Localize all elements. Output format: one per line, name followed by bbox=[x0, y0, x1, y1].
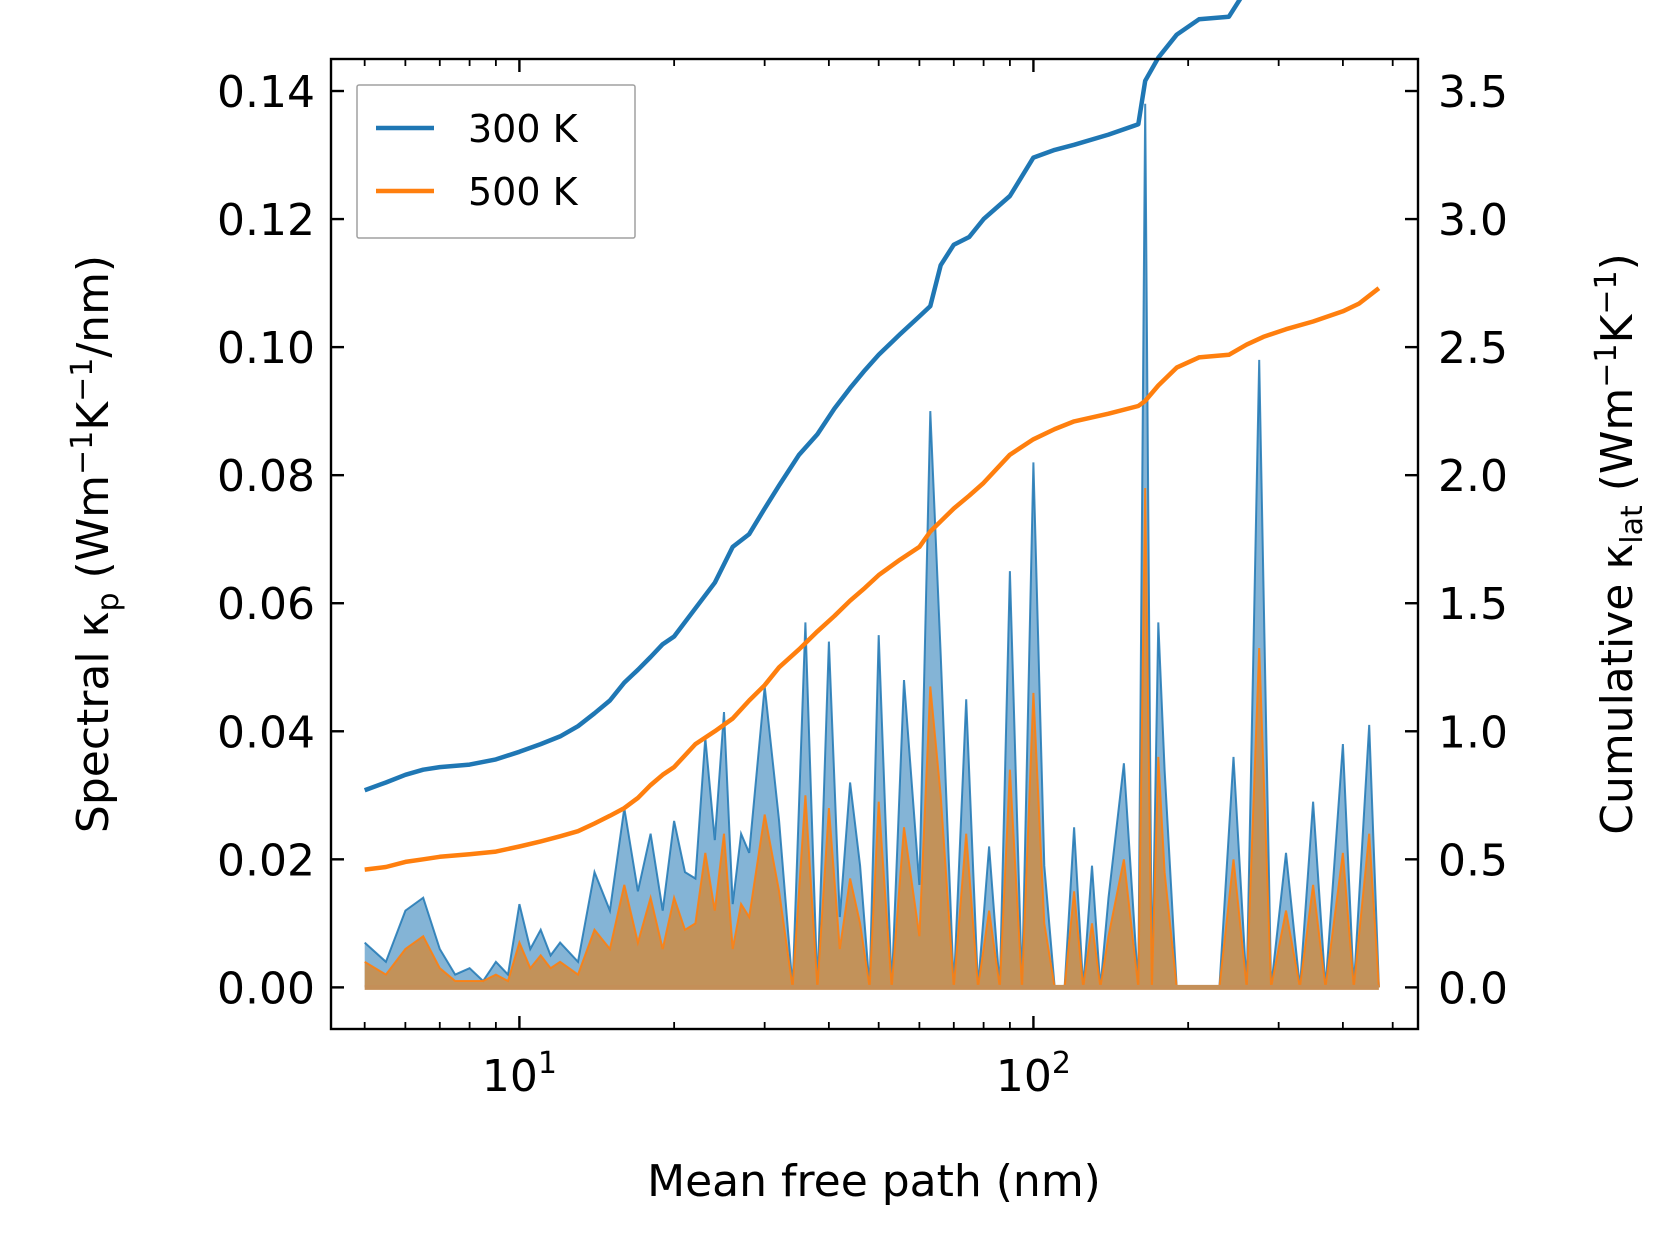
left-y-tick-label: 0.12 bbox=[217, 195, 315, 246]
legend-label-500K: 500 K bbox=[468, 170, 579, 214]
cumulative-line-500K bbox=[364, 286, 1381, 872]
right-y-tick-label: 1.0 bbox=[1438, 707, 1508, 758]
line-group bbox=[363, 0, 1381, 872]
right-y-tick-label: 0.5 bbox=[1438, 835, 1508, 886]
right-y-tick-label: 2.5 bbox=[1438, 323, 1508, 374]
left-y-tick-label: 0.04 bbox=[217, 707, 315, 758]
legend: 300 K 500 K bbox=[356, 84, 636, 239]
legend-label-300K: 300 K bbox=[468, 107, 579, 151]
left-y-tick-label: 0.14 bbox=[217, 67, 315, 118]
right-y-tick-label: 3.5 bbox=[1438, 67, 1508, 118]
right-y-tick-label: 3.0 bbox=[1438, 195, 1508, 246]
left-y-axis-title: Spectral κp (Wm−1K−1/nm) bbox=[65, 255, 126, 833]
left-y-tick-label: 0.06 bbox=[217, 579, 315, 630]
plot-frame bbox=[329, 57, 1420, 1031]
x-tick-label: 102 bbox=[996, 1046, 1071, 1102]
right-y-axis-title: Cumulative κlat (Wm−1K−1) bbox=[1589, 253, 1650, 835]
x-axis-title: Mean free path (nm) bbox=[647, 1156, 1101, 1207]
left-y-tick-label: 0.10 bbox=[217, 323, 315, 374]
spectral-fill-group bbox=[364, 103, 1380, 990]
legend-box bbox=[356, 84, 636, 239]
cumulative-line-300K bbox=[363, 0, 1243, 793]
right-y-tick-label: 1.5 bbox=[1438, 579, 1508, 630]
right-y-tick-label: 2.0 bbox=[1438, 451, 1508, 502]
tick-group: 0.00 0.02 0.04 0.06 0.08 0.10 0.12 0.14 0.0 0.5 1.… bbox=[217, 59, 1508, 1102]
left-y-tick-label: 0.02 bbox=[217, 835, 315, 886]
x-tick-label: 101 bbox=[482, 1046, 557, 1102]
left-y-tick-label: 0.00 bbox=[217, 963, 315, 1014]
left-y-tick-label: 0.08 bbox=[217, 451, 315, 502]
right-y-tick-label: 0.0 bbox=[1438, 963, 1508, 1014]
